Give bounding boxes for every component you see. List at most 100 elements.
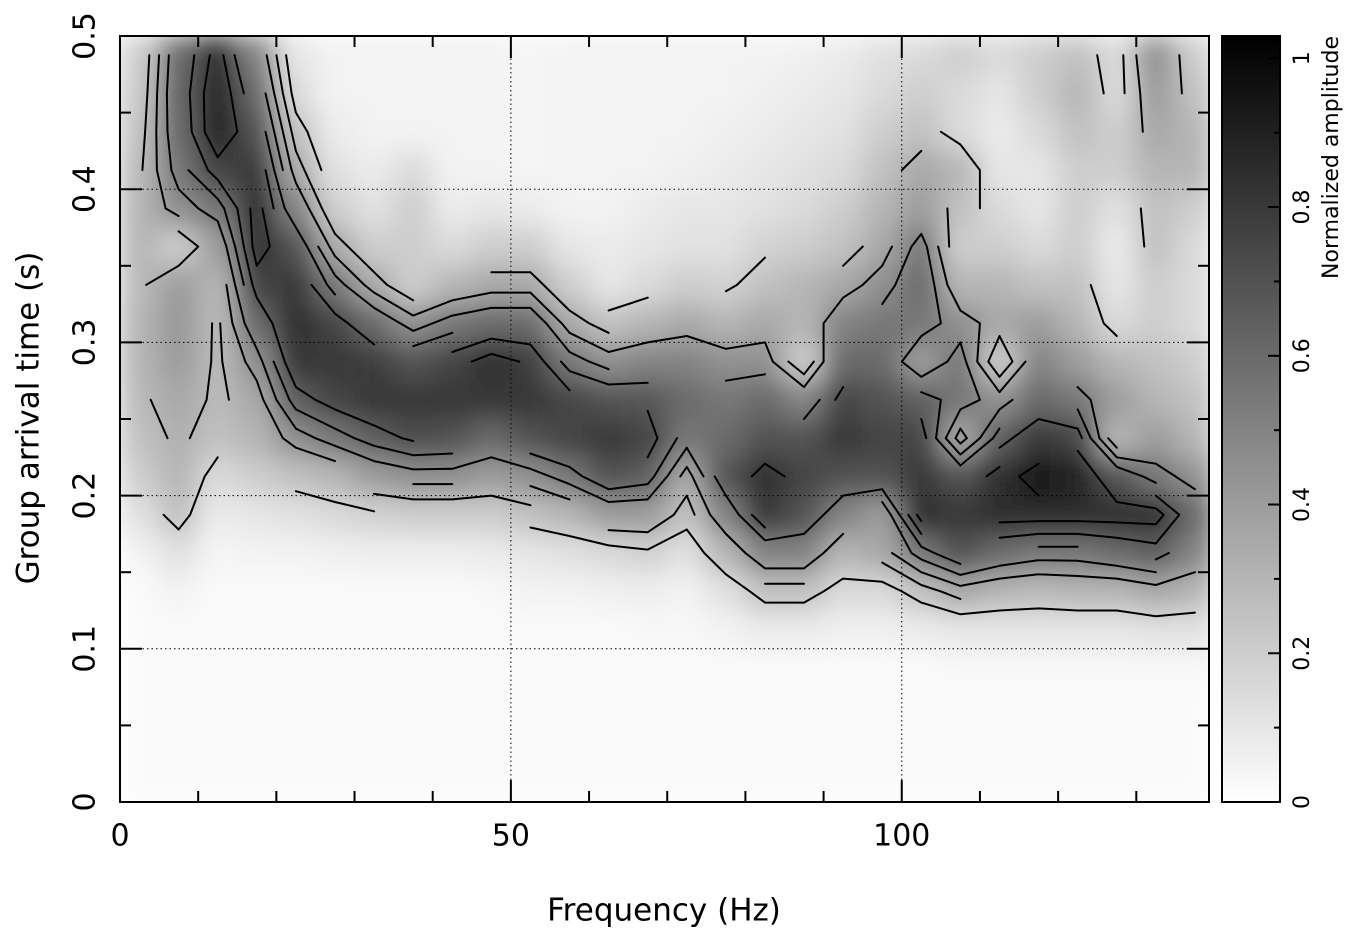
heat-cell (120, 112, 160, 152)
heat-cell (510, 648, 551, 688)
heat-cell (471, 456, 512, 497)
heat-cell (1018, 456, 1059, 497)
y-tick-label: 0 (68, 792, 103, 811)
heatmap-layer (120, 36, 1209, 802)
y-tick-label: 0.5 (68, 12, 103, 60)
heat-cell (236, 112, 277, 152)
heat-cell (510, 610, 551, 650)
heat-cell (1174, 648, 1209, 688)
heat-cell (901, 495, 942, 535)
heat-cell (666, 227, 707, 267)
heat-cell (705, 150, 746, 190)
heat-cell (432, 495, 473, 535)
heat-cell (862, 533, 903, 573)
contour-line (141, 54, 1183, 600)
heat-cell (314, 36, 356, 75)
heat-cell (354, 763, 395, 802)
heat-cell (1096, 648, 1137, 688)
heat-cell (354, 227, 395, 267)
heat-cell (784, 112, 825, 152)
heat-cell (1096, 380, 1137, 420)
heat-cell (901, 648, 942, 688)
heat-cell (666, 686, 707, 726)
heat-cell (158, 571, 199, 611)
heat-cell (1174, 380, 1209, 420)
heat-cell (120, 188, 160, 228)
heat-cell (901, 341, 942, 382)
heat-cell (705, 724, 746, 765)
heat-cell (627, 686, 668, 726)
heat-cell (1096, 265, 1137, 305)
heat-cell (510, 112, 551, 152)
heat-cell (1174, 610, 1209, 650)
heat-cell (158, 418, 199, 458)
heat-cell (549, 227, 590, 267)
heat-cell (744, 112, 786, 152)
heat-cell (1096, 456, 1137, 497)
heat-cell (510, 686, 551, 726)
heat-cell (1174, 188, 1209, 228)
heat-cell (705, 265, 746, 305)
heat-cell (588, 418, 629, 458)
heat-cell (627, 112, 668, 152)
heat-cell (1057, 686, 1098, 726)
heat-cell (666, 188, 707, 228)
heat-cell (275, 533, 316, 573)
heat-cell (862, 571, 903, 611)
heat-cell (236, 763, 277, 802)
heat-cell (901, 36, 942, 75)
heat-cell (432, 36, 473, 75)
heat-cell (158, 763, 199, 802)
heat-cell (705, 36, 746, 75)
heat-cell (705, 456, 746, 497)
heat-cell (158, 686, 199, 726)
heat-cell (1135, 724, 1176, 765)
heat-cell (1057, 648, 1098, 688)
heat-cell (862, 227, 903, 267)
heat-cell (393, 533, 434, 573)
heat-cell (354, 112, 395, 152)
heat-cell (471, 763, 512, 802)
heat-cell (862, 418, 903, 458)
heat-cell (901, 418, 942, 458)
heat-cell (627, 648, 668, 688)
heat-cell (1057, 150, 1098, 190)
heat-cell (158, 341, 199, 382)
heat-cell (705, 188, 746, 228)
heat-cell (1018, 303, 1059, 343)
heat-cell (120, 380, 160, 420)
heat-cell (549, 73, 590, 114)
heat-cell (940, 456, 981, 497)
heat-cell (979, 36, 1020, 75)
heat-cell (393, 648, 434, 688)
heat-cell (823, 456, 864, 497)
heat-cell (705, 648, 746, 688)
heat-cell (823, 303, 864, 343)
heat-cell (862, 610, 903, 650)
heat-cell (314, 763, 356, 802)
heat-cell (549, 763, 590, 802)
heat-cell (1018, 150, 1059, 190)
heat-cell (784, 763, 825, 802)
heat-cell (1018, 36, 1059, 75)
heat-cell (236, 456, 277, 497)
heat-cell (120, 265, 160, 305)
heat-cell (1135, 227, 1176, 267)
contour-line (155, 54, 1196, 587)
heat-cell (744, 686, 786, 726)
heat-cell (1018, 533, 1059, 573)
heat-cell (784, 265, 825, 305)
heat-cell (314, 648, 356, 688)
heat-cell (744, 571, 786, 611)
heat-cell (236, 227, 277, 267)
heat-cell (510, 36, 551, 75)
heat-cell (197, 571, 238, 611)
heat-cell (666, 36, 707, 75)
heat-cell (862, 36, 903, 75)
heat-cell (784, 36, 825, 75)
heat-cell (1018, 188, 1059, 228)
contour-line (202, 54, 1165, 526)
heat-cell (1174, 112, 1209, 152)
heat-cell (744, 610, 786, 650)
heat-cell (1018, 571, 1059, 611)
